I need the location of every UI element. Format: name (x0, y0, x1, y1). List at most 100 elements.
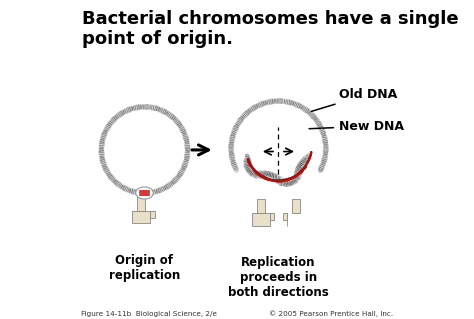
Ellipse shape (301, 156, 307, 163)
Text: New DNA: New DNA (309, 120, 404, 132)
Ellipse shape (101, 160, 107, 169)
Ellipse shape (237, 117, 243, 125)
Ellipse shape (103, 126, 109, 134)
Ellipse shape (266, 99, 275, 104)
Ellipse shape (301, 159, 305, 166)
Ellipse shape (282, 99, 291, 104)
Ellipse shape (296, 171, 302, 176)
Ellipse shape (230, 133, 235, 142)
Ellipse shape (147, 105, 156, 110)
Text: Old DNA: Old DNA (311, 88, 397, 111)
Ellipse shape (246, 157, 251, 165)
Ellipse shape (320, 161, 325, 169)
Ellipse shape (183, 134, 189, 143)
Ellipse shape (121, 108, 130, 114)
Ellipse shape (250, 170, 256, 176)
Ellipse shape (246, 166, 251, 173)
Ellipse shape (316, 120, 322, 127)
Ellipse shape (100, 139, 104, 148)
Ellipse shape (278, 179, 286, 183)
Ellipse shape (183, 157, 189, 166)
Ellipse shape (103, 166, 109, 174)
Ellipse shape (252, 172, 258, 178)
Ellipse shape (100, 152, 104, 160)
Ellipse shape (167, 181, 175, 187)
Polygon shape (283, 213, 287, 220)
Ellipse shape (282, 181, 290, 185)
Ellipse shape (265, 172, 273, 177)
Ellipse shape (258, 171, 265, 176)
Ellipse shape (304, 156, 309, 164)
Ellipse shape (108, 174, 115, 181)
Ellipse shape (229, 152, 234, 160)
Ellipse shape (172, 116, 179, 123)
Ellipse shape (110, 116, 117, 123)
Ellipse shape (298, 161, 303, 168)
Ellipse shape (108, 119, 115, 126)
Ellipse shape (262, 171, 270, 176)
Ellipse shape (164, 111, 173, 117)
Ellipse shape (124, 107, 133, 113)
Text: Replication
proceeds in
both directions: Replication proceeds in both directions (228, 256, 329, 299)
Ellipse shape (117, 111, 124, 117)
Ellipse shape (323, 142, 328, 151)
Text: Origin of
replication: Origin of replication (109, 254, 180, 282)
Ellipse shape (288, 181, 296, 185)
Ellipse shape (110, 176, 117, 183)
Ellipse shape (156, 187, 165, 193)
Ellipse shape (310, 113, 317, 120)
Ellipse shape (295, 168, 301, 174)
Ellipse shape (247, 107, 255, 113)
Ellipse shape (305, 153, 310, 161)
Ellipse shape (172, 176, 179, 183)
Ellipse shape (229, 142, 234, 151)
Ellipse shape (319, 124, 324, 133)
Ellipse shape (243, 110, 250, 117)
Ellipse shape (100, 157, 106, 166)
Ellipse shape (147, 190, 156, 195)
Ellipse shape (275, 99, 284, 103)
Polygon shape (270, 213, 274, 220)
Ellipse shape (294, 176, 301, 181)
Ellipse shape (246, 168, 252, 174)
Ellipse shape (164, 182, 173, 189)
Ellipse shape (291, 179, 298, 184)
Polygon shape (132, 211, 150, 223)
Ellipse shape (296, 164, 302, 171)
Ellipse shape (248, 170, 254, 177)
Ellipse shape (114, 113, 122, 119)
Ellipse shape (322, 155, 327, 164)
Text: Figure 14-11b  Biological Science, 2/e: Figure 14-11b Biological Science, 2/e (81, 311, 217, 317)
Ellipse shape (142, 105, 151, 109)
Ellipse shape (254, 171, 261, 177)
Ellipse shape (185, 148, 190, 157)
Ellipse shape (229, 136, 234, 145)
Text: © 2005 Pearson Prentice Hall, Inc.: © 2005 Pearson Prentice Hall, Inc. (269, 311, 393, 317)
Ellipse shape (302, 107, 310, 113)
Ellipse shape (105, 123, 111, 131)
Ellipse shape (232, 161, 237, 169)
Ellipse shape (142, 191, 151, 195)
Ellipse shape (255, 103, 263, 108)
Polygon shape (257, 199, 265, 213)
Ellipse shape (300, 105, 307, 111)
Ellipse shape (287, 181, 294, 186)
Ellipse shape (246, 162, 250, 169)
Ellipse shape (156, 107, 165, 113)
Ellipse shape (323, 152, 328, 160)
Ellipse shape (136, 187, 153, 199)
Ellipse shape (256, 173, 263, 179)
Ellipse shape (263, 100, 272, 105)
Ellipse shape (299, 159, 304, 166)
Ellipse shape (138, 105, 147, 109)
Ellipse shape (174, 119, 181, 126)
Ellipse shape (99, 148, 104, 157)
Ellipse shape (274, 176, 282, 180)
Polygon shape (252, 213, 270, 226)
Ellipse shape (133, 190, 142, 195)
Ellipse shape (244, 159, 249, 167)
Ellipse shape (285, 100, 294, 105)
Ellipse shape (230, 155, 235, 164)
Ellipse shape (271, 174, 279, 178)
Ellipse shape (178, 123, 184, 131)
